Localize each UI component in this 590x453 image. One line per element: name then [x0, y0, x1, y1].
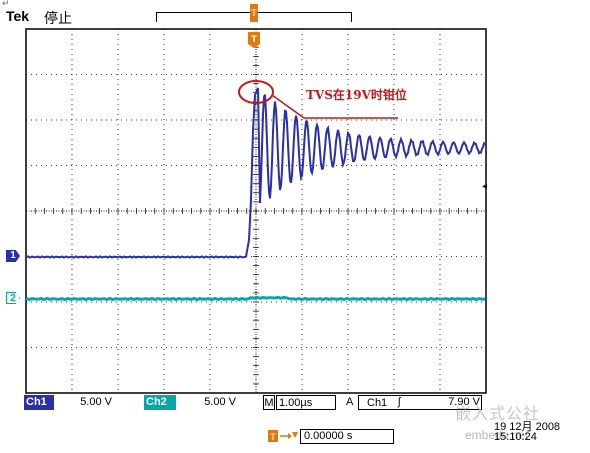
- annotation-ellipse: [238, 80, 274, 104]
- horizontal-position-value[interactable]: 0.00000 s: [300, 429, 394, 444]
- ch1-scale: 5.00 V: [80, 396, 112, 408]
- return-mark: ↵: [2, 0, 10, 8]
- ch1-label[interactable]: Ch1: [24, 395, 54, 410]
- timebase-value[interactable]: 1.00µs: [276, 395, 336, 410]
- annotation-text: TVS在19V时钳位: [306, 88, 407, 102]
- ch2-label[interactable]: Ch2: [144, 395, 176, 410]
- timebase-label: M: [263, 395, 275, 410]
- ch2-ground-marker[interactable]: 2: [6, 292, 20, 304]
- acquisition-status: 停止: [44, 10, 72, 26]
- trigger-source[interactable]: Ch1: [358, 395, 482, 410]
- trigger-marker-icon: T: [248, 32, 260, 48]
- graticule-grid: [25, 28, 487, 394]
- ch2-scale: 5.00 V: [204, 396, 236, 408]
- svg-text:T: T: [251, 8, 257, 18]
- time-readout: 15:10:24: [494, 431, 537, 443]
- trigger-mode-label: A: [346, 396, 354, 408]
- ch2-waveform: [25, 295, 485, 302]
- annotation-leader: [271, 94, 398, 119]
- svg-text:T: T: [251, 34, 257, 44]
- date-readout: 19 12月 2008: [494, 421, 561, 433]
- watermark-url: embedu.net: [465, 428, 529, 442]
- trigger-slope-icon: ʃ: [398, 396, 401, 408]
- horizontal-position-icon: T: [268, 430, 298, 442]
- trigger-level: 7.90 V: [448, 396, 480, 408]
- watermark-text: 嵌入式公社: [455, 406, 541, 423]
- trigger-level-marker[interactable]: ◂: [482, 181, 488, 192]
- brand-logo: Tek: [6, 8, 30, 24]
- trigger-position-icon: T: [250, 4, 258, 22]
- svg-text:T: T: [270, 432, 276, 442]
- ch1-waveform: [25, 87, 487, 259]
- ch1-ground-marker[interactable]: 1: [6, 250, 20, 262]
